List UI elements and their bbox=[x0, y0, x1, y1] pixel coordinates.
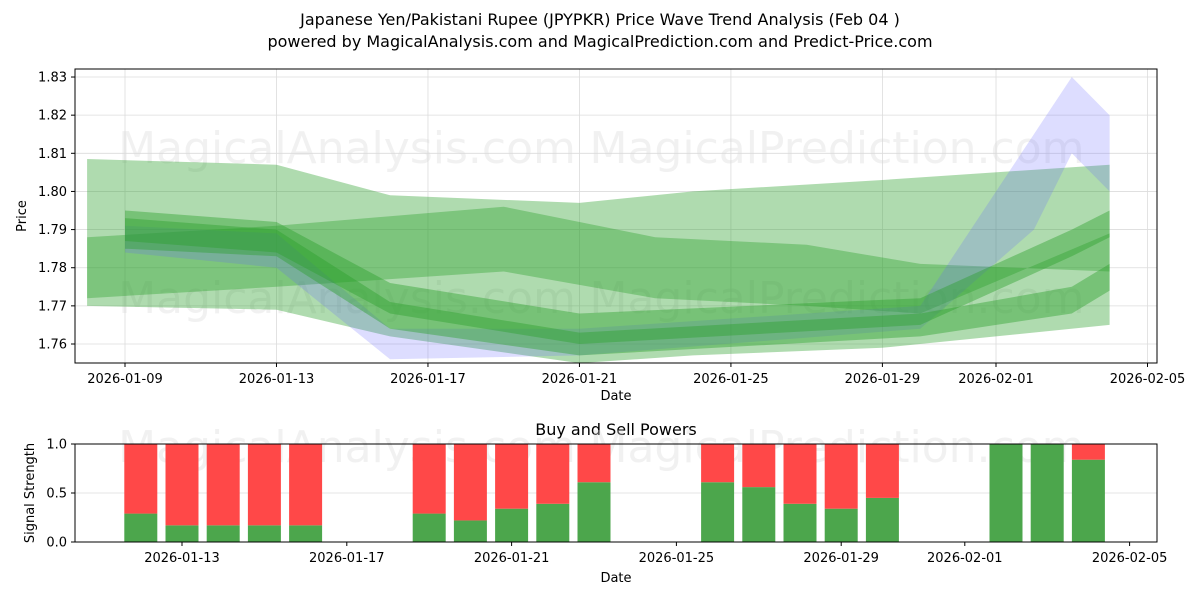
signal-chart-title: Buy and Sell Powers bbox=[535, 420, 697, 439]
buy-bar bbox=[536, 503, 570, 542]
x-tick-label: 2026-01-13 bbox=[239, 372, 315, 387]
y-tick-label: 0.5 bbox=[46, 487, 67, 502]
x-tick-label: 2026-02-05 bbox=[1110, 372, 1186, 387]
buy-bar bbox=[865, 497, 899, 542]
chart-subtitle: powered by MagicalAnalysis.com and Magic… bbox=[267, 32, 933, 51]
sell-bar bbox=[536, 444, 570, 504]
sell-bar bbox=[453, 444, 487, 521]
x-tick-label: 2026-01-29 bbox=[845, 372, 921, 387]
buy-bar bbox=[783, 503, 817, 542]
sell-bar bbox=[206, 444, 240, 526]
buy-bar bbox=[989, 444, 1023, 542]
x-tick-label: 2026-01-21 bbox=[474, 551, 550, 566]
signal-x-label: Date bbox=[600, 571, 631, 586]
sell-bar bbox=[165, 444, 199, 526]
sell-bar bbox=[865, 444, 899, 498]
sell-bar bbox=[289, 444, 323, 526]
buy-bar bbox=[824, 508, 858, 542]
x-tick-label: 2026-01-25 bbox=[693, 372, 769, 387]
y-tick-label: 1.82 bbox=[38, 109, 67, 124]
svg-text:MagicalAnalysis.com: MagicalAnalysis.com bbox=[118, 123, 576, 174]
green-wave-band bbox=[125, 218, 1110, 356]
y-tick-label: 1.81 bbox=[38, 147, 67, 162]
y-tick-label: 1.78 bbox=[38, 261, 67, 276]
svg-text:MagicalPrediction.com: MagicalPrediction.com bbox=[590, 273, 1085, 324]
buy-bar bbox=[453, 520, 487, 542]
buy-bar bbox=[701, 482, 735, 542]
main-x-label: Date bbox=[600, 389, 631, 404]
buy-bar bbox=[577, 482, 611, 542]
buy-bar bbox=[206, 525, 240, 542]
y-tick-label: 1.79 bbox=[38, 223, 67, 238]
x-tick-label: 2026-01-25 bbox=[639, 551, 715, 566]
x-tick-label: 2026-01-17 bbox=[390, 372, 466, 387]
sell-bar bbox=[1071, 444, 1105, 460]
sell-bar bbox=[495, 444, 529, 509]
sell-bar bbox=[124, 444, 158, 514]
green-wave-band bbox=[87, 206, 1110, 314]
main-x-axis: 2026-01-09 2026-01-13 2026-01-17 2026-01-21… bbox=[87, 363, 1185, 387]
buy-bar bbox=[124, 513, 158, 542]
main-y-label: Price bbox=[15, 200, 30, 232]
sell-bar bbox=[701, 444, 735, 483]
sell-bar bbox=[577, 444, 611, 483]
x-tick-label: 2026-02-01 bbox=[927, 551, 1003, 566]
svg-text:MagicalAnalysis.com: MagicalAnalysis.com bbox=[118, 273, 576, 324]
y-tick-label: 1.0 bbox=[46, 438, 67, 453]
x-tick-label: 2026-01-09 bbox=[87, 372, 163, 387]
main-watermarks: MagicalAnalysis.com MagicalPrediction.com… bbox=[118, 123, 1084, 324]
sell-bar bbox=[247, 444, 281, 526]
buy-bar bbox=[1030, 444, 1064, 542]
signal-x-axis: 2026-01-13 2026-01-17 2026-01-21 2026-01-25… bbox=[144, 542, 1167, 566]
chart-title: Japanese Yen/Pakistani Rupee (JPYPKR) Pr… bbox=[300, 10, 900, 29]
sell-bar bbox=[783, 444, 817, 504]
x-tick-label: 2026-02-05 bbox=[1092, 551, 1168, 566]
y-tick-label: 1.80 bbox=[38, 185, 67, 200]
buy-bar bbox=[165, 525, 199, 542]
x-tick-label: 2026-02-01 bbox=[958, 372, 1034, 387]
y-tick-label: 0.0 bbox=[46, 536, 67, 551]
price-wave-bands bbox=[87, 77, 1110, 364]
sell-bar bbox=[412, 444, 446, 514]
signal-y-label: Signal Strength bbox=[23, 443, 38, 543]
main-gridlines bbox=[75, 69, 1157, 363]
x-tick-label: 2026-01-13 bbox=[144, 551, 220, 566]
buy-bar bbox=[247, 525, 281, 542]
green-wave-band bbox=[125, 210, 1110, 344]
signal-y-axis: 0.0 0.5 1.0 bbox=[46, 438, 75, 551]
buy-bar bbox=[495, 508, 529, 542]
buy-bar bbox=[289, 525, 323, 542]
sell-bar bbox=[824, 444, 858, 509]
main-y-axis: 1.76 1.77 1.78 1.79 1.80 1.81 1.82 1.83 bbox=[38, 71, 75, 353]
buy-bar bbox=[1071, 459, 1105, 542]
main-plot-frame bbox=[74, 68, 1158, 364]
x-tick-label: 2026-01-29 bbox=[803, 551, 879, 566]
buy-bar bbox=[412, 513, 446, 542]
green-wave-band bbox=[87, 159, 1110, 364]
buy-sell-bars bbox=[124, 444, 1105, 542]
svg-text:MagicalPrediction.com: MagicalPrediction.com bbox=[590, 123, 1085, 174]
x-tick-label: 2026-01-17 bbox=[309, 551, 385, 566]
x-tick-label: 2026-01-21 bbox=[542, 372, 618, 387]
sell-bar bbox=[742, 444, 776, 488]
buy-bar bbox=[742, 487, 776, 542]
y-tick-label: 1.76 bbox=[38, 338, 67, 353]
y-tick-label: 1.77 bbox=[38, 299, 67, 314]
y-tick-label: 1.83 bbox=[38, 71, 67, 86]
